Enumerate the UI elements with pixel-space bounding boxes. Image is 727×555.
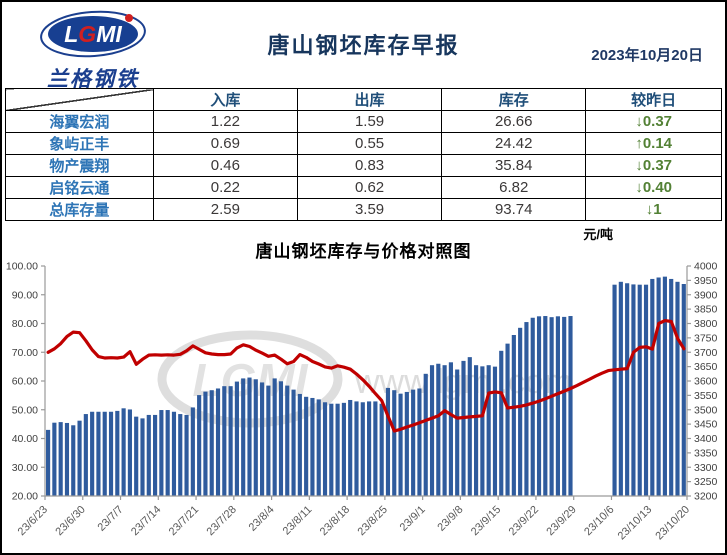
svg-text:23/9/22: 23/9/22 [507, 504, 541, 538]
stock-value: 24.42 [441, 132, 587, 155]
svg-text:23/7/7: 23/7/7 [96, 504, 126, 534]
svg-text:3600: 3600 [694, 376, 718, 388]
chart-block: 元/吨 唐山钢坯库存与价格对照图 LGMI www.lgmi.com 20.00 30… [2, 221, 725, 553]
svg-text:3750: 3750 [694, 332, 718, 344]
svg-text:3550: 3550 [694, 390, 718, 402]
table-row: 启铭云通 0.22 0.62 6.82 ↓0.40 [5, 176, 722, 199]
logo-subtitle: 兰格钢铁 [47, 67, 139, 91]
svg-text:80.00: 80.00 [12, 318, 38, 330]
report-date: 2023年10月20日 [591, 47, 703, 64]
svg-text:50.00: 50.00 [12, 404, 38, 416]
outbound-value: 3.59 [296, 198, 443, 221]
inventory-table-body: 海翼宏润 1.22 1.59 26.66 ↓0.37 象屿正丰 0.69 0.55 24.42 ↑… [5, 110, 722, 221]
svg-text:4000: 4000 [694, 261, 718, 273]
right-axis-unit-label: 元/吨 [583, 227, 613, 242]
chart-svg: LGMI www.lgmi.com20.0030.0040.0050.0060.0… [6, 261, 718, 543]
svg-text:3700: 3700 [694, 347, 718, 359]
company-name: 海翼宏润 [5, 110, 154, 133]
svg-text:30.00: 30.00 [12, 462, 38, 474]
svg-text:90.00: 90.00 [12, 289, 38, 301]
svg-text:3850: 3850 [694, 304, 718, 316]
svg-text:3450: 3450 [694, 419, 718, 431]
svg-text:3300: 3300 [694, 462, 718, 474]
svg-text:3650: 3650 [694, 361, 718, 373]
svg-text:3900: 3900 [694, 289, 718, 301]
stock-value: 26.66 [441, 110, 587, 133]
svg-text:23/8/4: 23/8/4 [247, 504, 277, 534]
svg-text:70.00: 70.00 [12, 347, 38, 359]
svg-text:3400: 3400 [694, 433, 718, 445]
change-value: ↓0.37 [585, 154, 722, 177]
table-row: 海翼宏润 1.22 1.59 26.66 ↓0.37 [5, 110, 722, 133]
svg-text:LGMI: LGMI [64, 21, 122, 47]
table-row: 总库存量 2.59 3.59 93.74 ↓1 [5, 198, 722, 221]
svg-text:23/6/30: 23/6/30 [53, 504, 87, 538]
stock-value: 6.82 [441, 176, 587, 199]
report-header: LGMI 兰格钢铁 唐山钢坯库存早报 2023年10月20日 [2, 2, 725, 91]
col-outbound: 出库 [296, 88, 443, 111]
svg-text:3500: 3500 [694, 404, 718, 416]
svg-text:3800: 3800 [694, 318, 718, 330]
svg-text:23/7/21: 23/7/21 [167, 504, 201, 538]
outbound-value: 0.55 [296, 132, 443, 155]
inbound-value: 0.46 [152, 154, 298, 177]
inventory-table: 入库 出库 库存 较昨日 海翼宏润 1.22 1.59 26.66 ↓0.37 象屿正丰 0… [5, 88, 722, 221]
svg-text:23/10/6: 23/10/6 [582, 504, 616, 538]
svg-text:40.00: 40.00 [12, 433, 38, 445]
svg-text:23/8/11: 23/8/11 [281, 504, 315, 538]
svg-text:23/8/18: 23/8/18 [318, 504, 352, 538]
outbound-value: 0.62 [296, 176, 443, 199]
svg-text:23/8/25: 23/8/25 [356, 504, 390, 538]
inbound-value: 1.22 [152, 110, 298, 133]
inbound-value: 2.59 [152, 198, 298, 221]
change-value: ↑0.14 [585, 132, 722, 155]
table-row: 物产震翔 0.46 0.83 35.84 ↓0.37 [5, 154, 722, 177]
svg-text:20.00: 20.00 [12, 491, 38, 503]
lgmi-logo: LGMI 兰格钢铁 [28, 8, 158, 93]
table-row: 象屿正丰 0.69 0.55 24.42 ↑0.14 [5, 132, 722, 155]
inbound-value: 0.22 [152, 176, 298, 199]
svg-text:23/9/1: 23/9/1 [398, 504, 428, 534]
col-change: 较昨日 [585, 88, 722, 111]
svg-text:23/9/29: 23/9/29 [544, 504, 578, 538]
svg-text:100.00: 100.00 [6, 261, 38, 273]
page-title: 唐山钢坯库存早报 [267, 33, 460, 58]
change-value: ↓1 [585, 198, 722, 221]
svg-text:23/10/13: 23/10/13 [616, 504, 655, 543]
chart-title: 唐山钢坯库存与价格对照图 [255, 242, 472, 261]
svg-text:23/9/8: 23/9/8 [435, 504, 465, 534]
svg-text:3250: 3250 [694, 476, 718, 488]
svg-text:23/7/28: 23/7/28 [205, 504, 239, 538]
change-value: ↓0.37 [585, 110, 722, 133]
company-name: 象屿正丰 [5, 132, 154, 155]
table-header-row: 入库 出库 库存 较昨日 [5, 88, 722, 111]
svg-text:60.00: 60.00 [12, 376, 38, 388]
svg-text:3200: 3200 [694, 491, 718, 503]
company-name: 物产震翔 [5, 154, 154, 177]
svg-text:3350: 3350 [694, 447, 718, 459]
svg-text:23/6/23: 23/6/23 [16, 504, 50, 538]
company-name: 总库存量 [5, 198, 154, 221]
stock-value: 35.84 [441, 154, 587, 177]
outbound-value: 0.83 [296, 154, 443, 177]
svg-text:23/7/14: 23/7/14 [129, 504, 163, 538]
svg-text:3950: 3950 [694, 275, 718, 287]
inbound-value: 0.69 [152, 132, 298, 155]
lgmi-logo-icon: LGMI [40, 10, 146, 58]
col-stock: 库存 [441, 88, 587, 111]
svg-text:23/9/15: 23/9/15 [469, 504, 503, 538]
outbound-value: 1.59 [296, 110, 443, 133]
change-value: ↓0.40 [585, 176, 722, 199]
company-name: 启铭云通 [5, 176, 154, 199]
svg-text:23/10/20: 23/10/20 [653, 504, 692, 543]
stock-value: 93.74 [441, 198, 587, 221]
col-inbound: 入库 [152, 88, 298, 111]
